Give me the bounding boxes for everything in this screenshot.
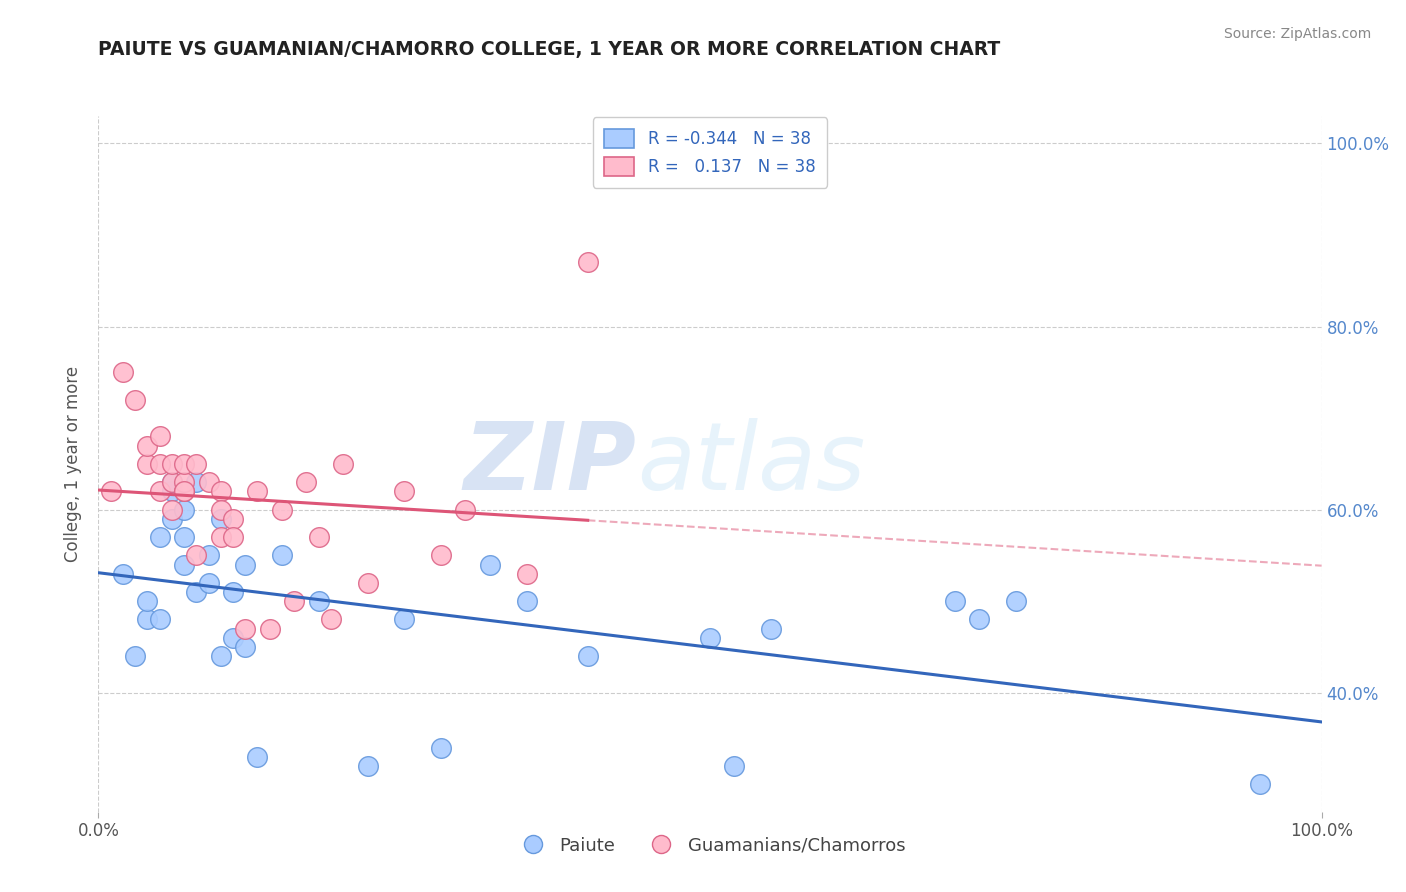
Point bbox=[186, 549, 208, 563]
Point bbox=[149, 457, 172, 471]
Point bbox=[124, 392, 146, 407]
Point bbox=[246, 484, 269, 499]
Point bbox=[319, 612, 342, 626]
Point bbox=[515, 594, 537, 608]
Point bbox=[430, 549, 453, 563]
Point bbox=[233, 622, 256, 636]
Point bbox=[136, 594, 159, 608]
Point bbox=[197, 575, 219, 590]
Point bbox=[160, 475, 183, 490]
Point bbox=[308, 594, 330, 608]
Text: PAIUTE VS GUAMANIAN/CHAMORRO COLLEGE, 1 YEAR OR MORE CORRELATION CHART: PAIUTE VS GUAMANIAN/CHAMORRO COLLEGE, 1 … bbox=[98, 40, 1001, 59]
Point bbox=[209, 502, 232, 516]
Point bbox=[356, 759, 378, 773]
Point bbox=[197, 475, 219, 490]
Point bbox=[222, 631, 245, 645]
Point bbox=[173, 502, 195, 516]
Point bbox=[699, 631, 721, 645]
Point bbox=[308, 530, 330, 544]
Point bbox=[454, 502, 477, 516]
Point bbox=[1004, 594, 1026, 608]
Point bbox=[186, 475, 208, 490]
Point bbox=[392, 612, 416, 626]
Point bbox=[160, 502, 183, 516]
Text: Source: ZipAtlas.com: Source: ZipAtlas.com bbox=[1223, 27, 1371, 41]
Point bbox=[186, 457, 208, 471]
Point bbox=[478, 558, 501, 572]
Point bbox=[723, 759, 745, 773]
Point bbox=[173, 484, 195, 499]
Point bbox=[392, 484, 416, 499]
Point bbox=[356, 575, 378, 590]
Point bbox=[222, 530, 245, 544]
Point bbox=[111, 566, 134, 581]
Point bbox=[270, 502, 294, 516]
Point bbox=[233, 558, 256, 572]
Point bbox=[186, 585, 208, 599]
Y-axis label: College, 1 year or more: College, 1 year or more bbox=[65, 366, 83, 562]
Point bbox=[761, 622, 783, 636]
Point bbox=[222, 585, 245, 599]
Point bbox=[160, 484, 183, 499]
Point bbox=[149, 429, 172, 443]
Point bbox=[332, 457, 354, 471]
Point bbox=[173, 457, 195, 471]
Point bbox=[270, 549, 294, 563]
Point bbox=[149, 484, 172, 499]
Point bbox=[283, 594, 305, 608]
Point bbox=[1249, 777, 1271, 791]
Point bbox=[222, 512, 245, 526]
Point bbox=[149, 530, 172, 544]
Point bbox=[149, 612, 172, 626]
Point bbox=[295, 475, 318, 490]
Point bbox=[136, 438, 159, 452]
Point bbox=[209, 649, 232, 664]
Text: ZIP: ZIP bbox=[464, 417, 637, 510]
Point bbox=[209, 484, 232, 499]
Point bbox=[943, 594, 966, 608]
Point bbox=[160, 457, 183, 471]
Point bbox=[209, 512, 232, 526]
Point bbox=[173, 558, 195, 572]
Point bbox=[576, 649, 599, 664]
Point bbox=[136, 612, 159, 626]
Point bbox=[515, 566, 537, 581]
Point bbox=[430, 740, 453, 755]
Point bbox=[100, 484, 122, 499]
Point bbox=[160, 475, 183, 490]
Point bbox=[173, 530, 195, 544]
Point bbox=[576, 255, 599, 269]
Point bbox=[173, 475, 195, 490]
Point bbox=[160, 512, 183, 526]
Legend: Paiute, Guamanians/Chamorros: Paiute, Guamanians/Chamorros bbox=[508, 830, 912, 862]
Text: atlas: atlas bbox=[637, 418, 865, 509]
Point bbox=[197, 549, 219, 563]
Point bbox=[173, 484, 195, 499]
Point bbox=[209, 530, 232, 544]
Point bbox=[111, 365, 134, 379]
Point bbox=[967, 612, 990, 626]
Point bbox=[246, 749, 269, 764]
Point bbox=[124, 649, 146, 664]
Point bbox=[136, 457, 159, 471]
Point bbox=[233, 640, 256, 654]
Point bbox=[259, 622, 281, 636]
